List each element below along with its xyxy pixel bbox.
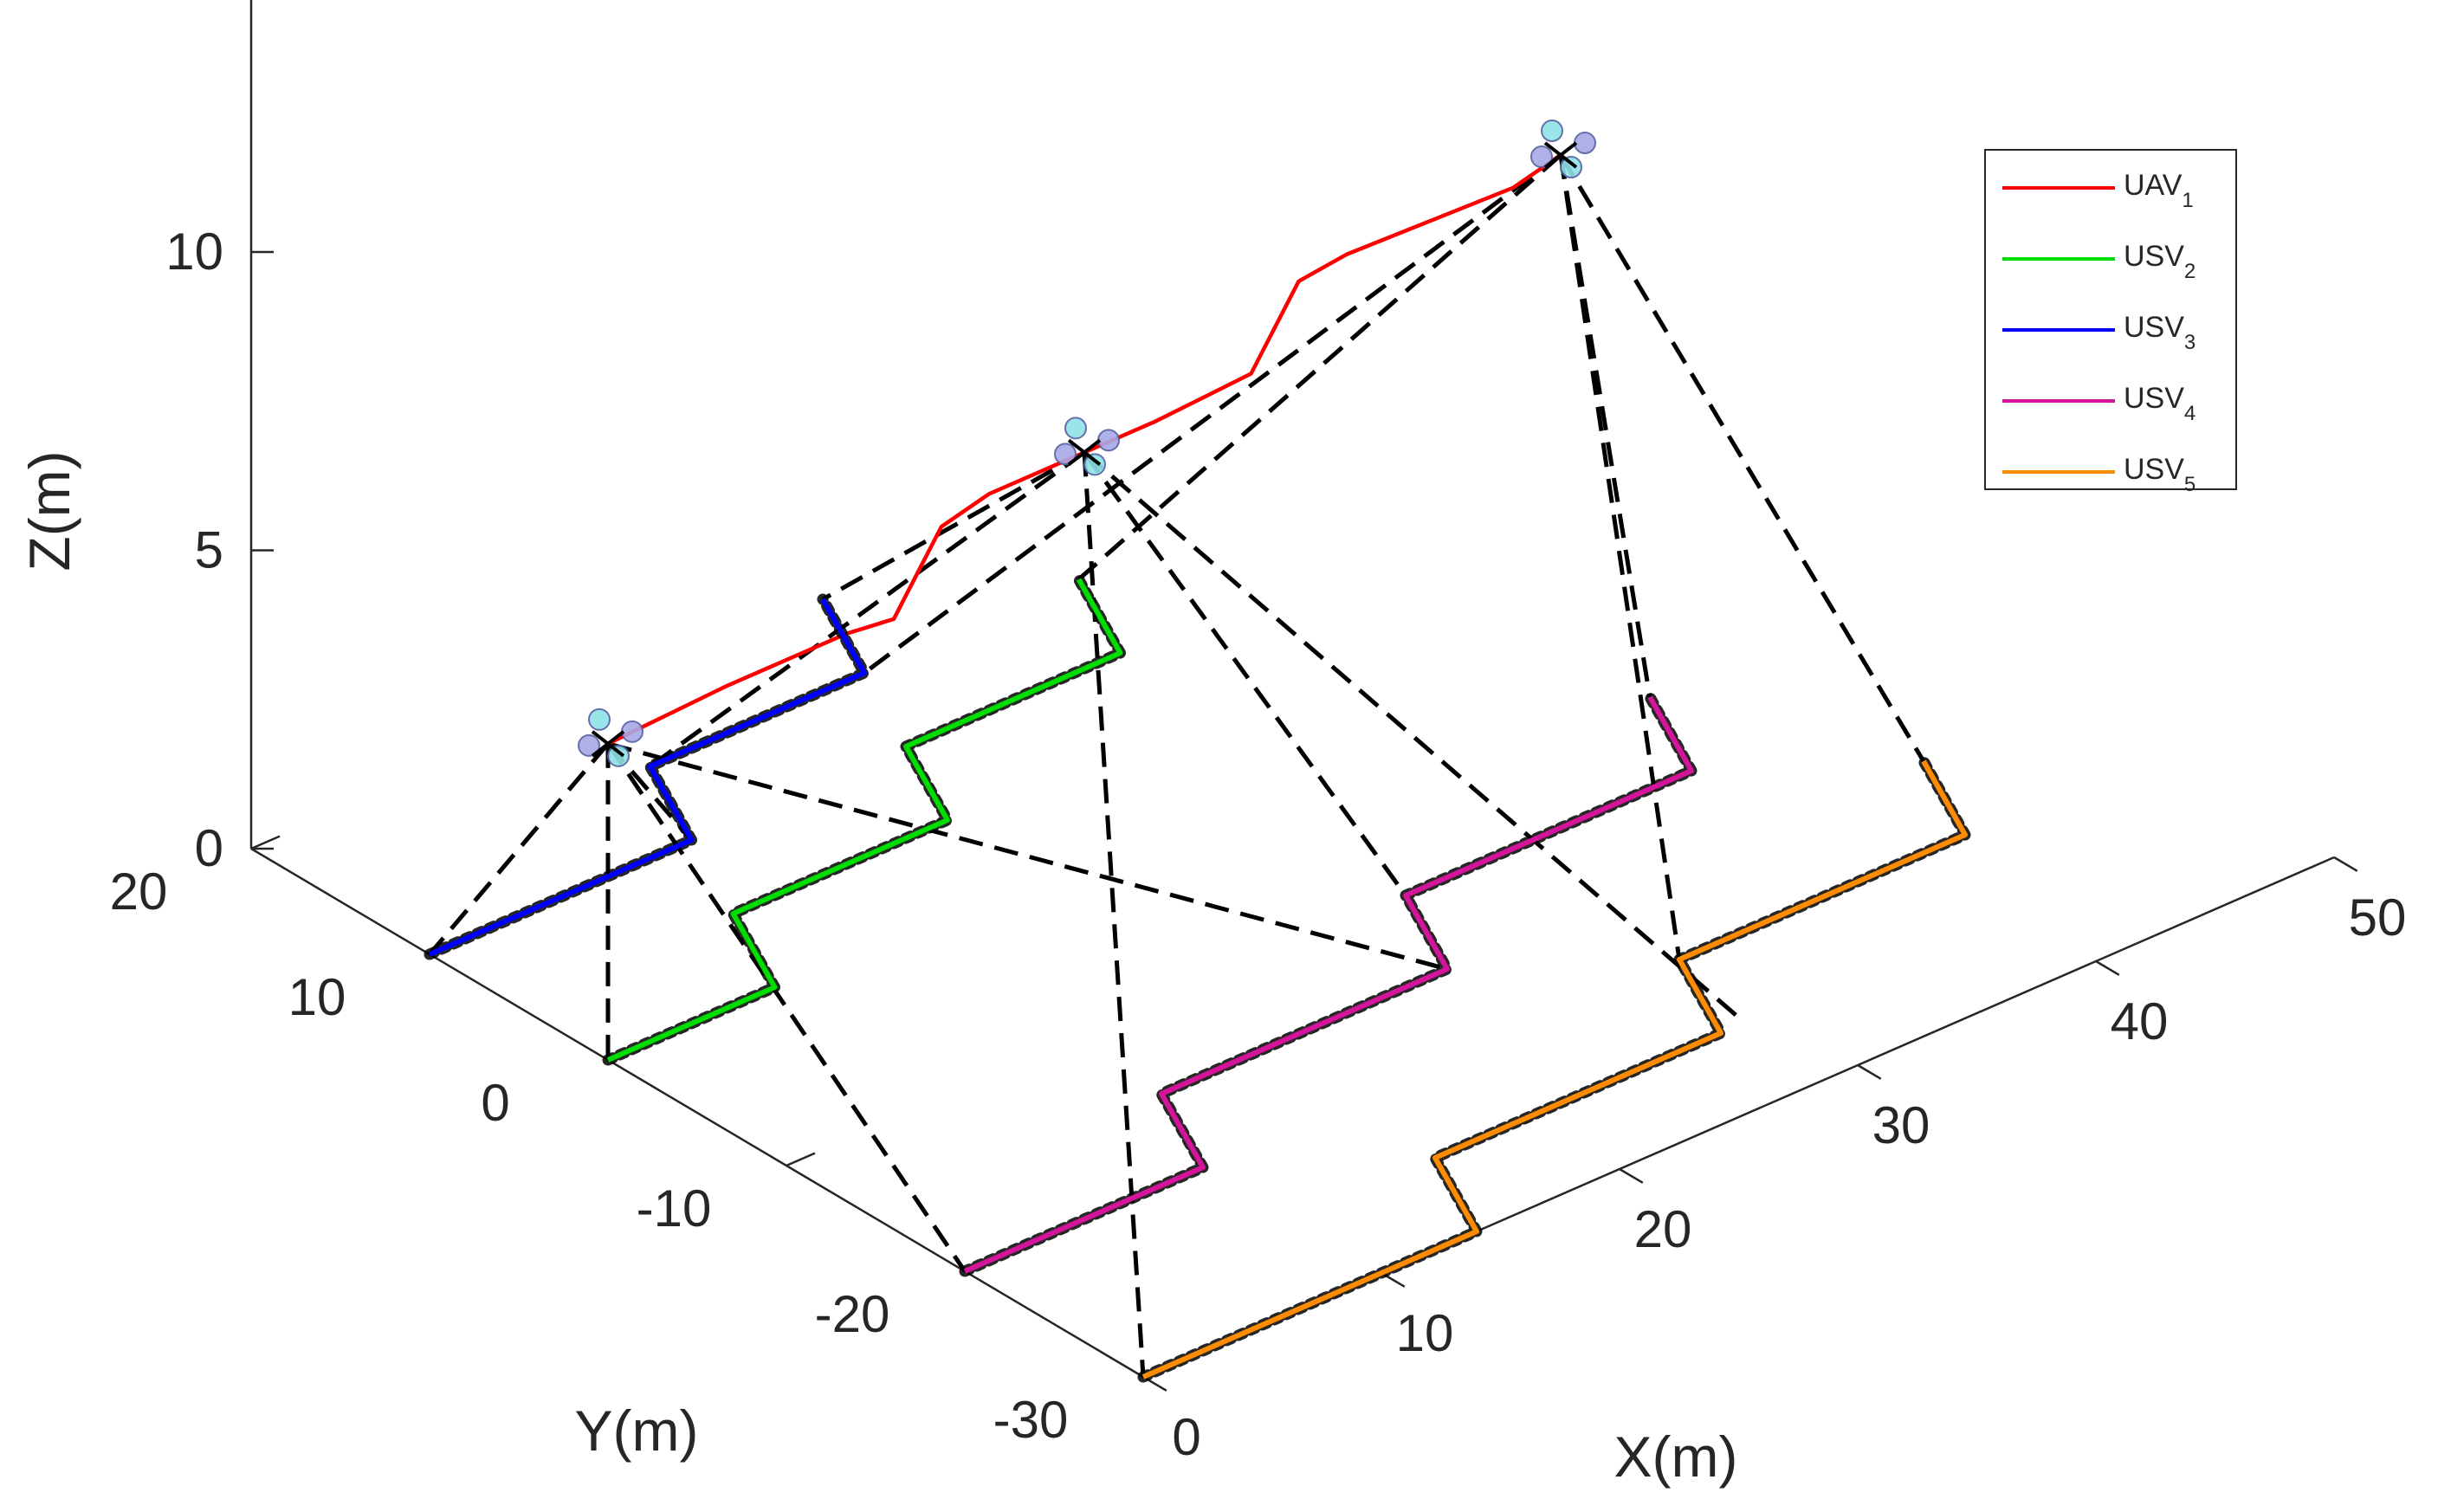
x-tick-label: 30	[1872, 1096, 1930, 1154]
x-tick-label: 50	[2349, 888, 2407, 947]
z-tick-label: 5	[195, 521, 223, 579]
series-line-5	[1141, 759, 1968, 1380]
x-tick	[1619, 1167, 1644, 1184]
x-tick-label: 0	[1172, 1408, 1200, 1466]
vessel-shadow	[1137, 755, 1971, 1383]
series-line-3	[428, 598, 867, 957]
z-tick-label: 10	[165, 223, 223, 281]
link-line	[1082, 452, 1146, 1378]
drone-icon	[1054, 417, 1120, 476]
link-line	[1558, 154, 1652, 698]
link-line	[1558, 153, 1926, 763]
link-line	[863, 153, 1562, 675]
trajectories	[424, 153, 1971, 1383]
series-line-4	[963, 695, 1694, 1274]
drones	[578, 120, 1596, 767]
z-axis-title: Z(m)	[17, 450, 81, 571]
link-line	[1077, 153, 1562, 581]
y-tick-label: -20	[815, 1285, 890, 1343]
y-tick	[786, 1152, 816, 1167]
drone-icon	[1530, 120, 1596, 179]
y-tick-label: 10	[288, 968, 346, 1026]
legend-box	[1984, 149, 2237, 490]
series-line-1	[607, 153, 1562, 746]
series-line-2	[606, 578, 1123, 1063]
y-axis-title: Y(m)	[575, 1399, 699, 1463]
x-tick-label: 20	[1634, 1200, 1692, 1258]
y-tick	[250, 835, 281, 850]
link-line	[428, 742, 610, 956]
y-tick-label: -10	[637, 1179, 712, 1237]
link-line	[1558, 154, 1682, 960]
drone-icon	[578, 708, 643, 767]
x-tick	[2095, 960, 2120, 976]
x-tick	[2333, 856, 2358, 872]
link-line	[821, 450, 1086, 602]
x-tick-label: 10	[1396, 1304, 1454, 1362]
x-tick	[1857, 1063, 1882, 1080]
x-tick-label: 40	[2111, 992, 2169, 1050]
z-tick-label: 0	[195, 819, 223, 877]
y-axis-line	[250, 847, 1144, 1379]
y-tick-label: 0	[481, 1074, 509, 1132]
link-line	[1082, 450, 1408, 897]
y-tick-label: 20	[110, 863, 168, 921]
y-tick-label: -30	[993, 1391, 1069, 1449]
link-line	[605, 742, 967, 1273]
x-axis-title: X(m)	[1614, 1425, 1738, 1489]
link-line	[649, 450, 1086, 769]
